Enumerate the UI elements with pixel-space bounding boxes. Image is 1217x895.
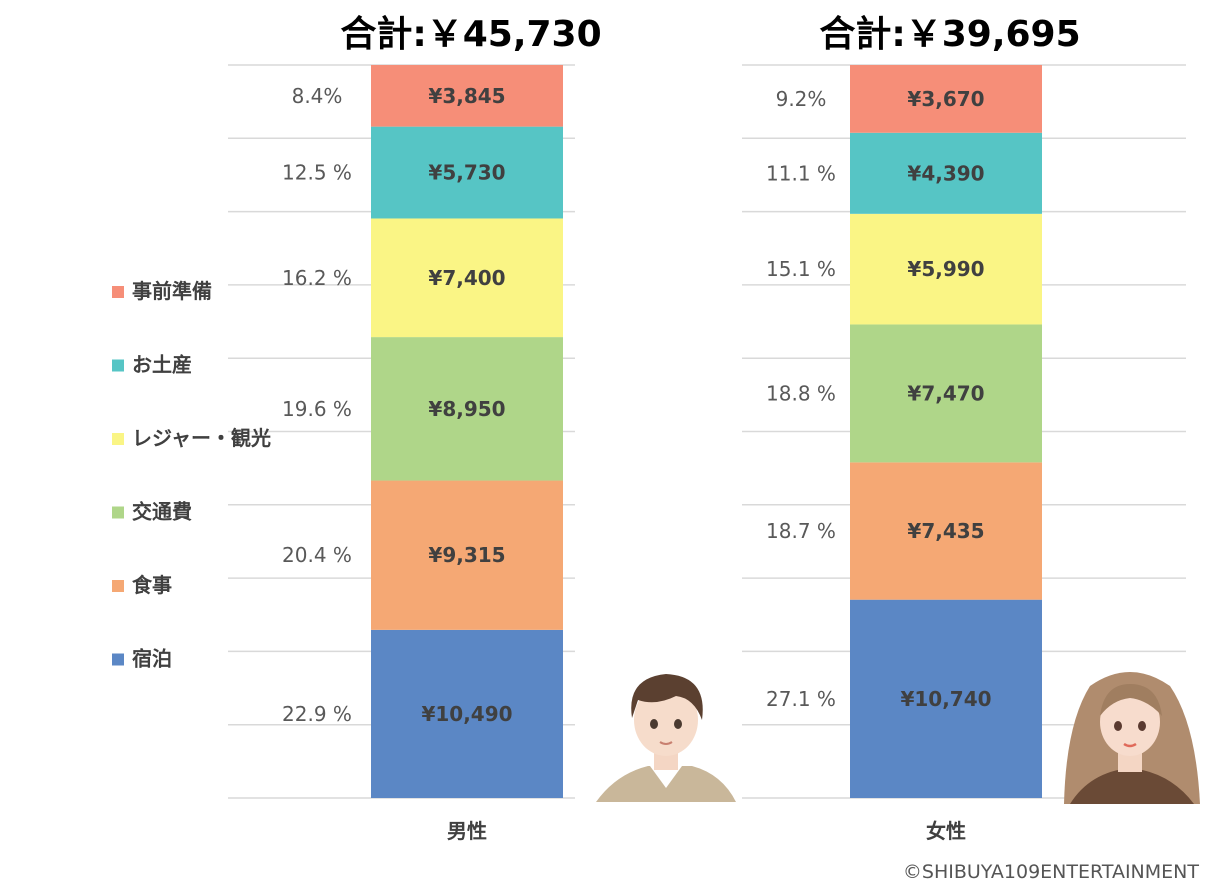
value-label: ¥8,950	[428, 397, 505, 421]
bar-segment	[371, 126, 563, 219]
bar-segment	[850, 599, 1042, 798]
percent-label: 27.1 %	[766, 687, 836, 711]
legend-swatch	[112, 580, 124, 592]
legend-label: 宿泊	[132, 647, 172, 671]
bar-segment	[850, 132, 1042, 214]
value-label: ¥10,740	[900, 687, 991, 711]
bar-segment	[371, 65, 563, 127]
legend-swatch	[112, 506, 124, 519]
percent-label: 18.7 %	[766, 519, 836, 543]
legend-swatch	[112, 286, 124, 298]
percent-label: 11.1 %	[766, 161, 836, 185]
female-character-icon	[1064, 672, 1200, 804]
percent-label: 20.4 %	[282, 543, 352, 567]
value-label: ¥10,490	[421, 702, 512, 726]
bar-segment	[850, 462, 1042, 600]
value-label: ¥3,670	[907, 87, 984, 111]
legend-label: 交通費	[132, 500, 192, 524]
value-label: ¥7,470	[907, 381, 984, 405]
bar-segment	[371, 629, 563, 798]
value-label: ¥7,400	[428, 266, 505, 290]
value-label: ¥3,845	[428, 84, 505, 108]
percent-label: 19.6 %	[282, 397, 352, 421]
total-label: 合計:￥39,695	[819, 14, 1080, 55]
bar-segment	[850, 324, 1042, 463]
legend-swatch	[112, 359, 124, 372]
percent-label: 8.4%	[292, 84, 343, 108]
bars	[371, 65, 1042, 798]
legend-label: 食事	[132, 573, 172, 597]
category-label: 女性	[926, 819, 966, 843]
total-label: 合計:￥45,730	[340, 14, 601, 55]
bar-segment	[850, 65, 1042, 133]
percent-label: 9.2%	[776, 87, 827, 111]
male-character-icon	[596, 674, 736, 802]
bar-segment	[371, 218, 563, 338]
legend-label: 事前準備	[132, 279, 212, 303]
percent-label: 22.9 %	[282, 702, 352, 726]
value-label: ¥7,435	[907, 519, 984, 543]
value-label: ¥4,390	[907, 161, 984, 185]
percent-label: 16.2 %	[282, 266, 352, 290]
bar-segment	[850, 213, 1042, 325]
percent-label: 15.1 %	[766, 257, 836, 281]
legend-label: お土産	[132, 353, 192, 377]
bar-segment	[371, 337, 563, 481]
bar-segment	[371, 480, 563, 630]
value-label: ¥9,315	[428, 543, 505, 567]
legend-swatch	[112, 433, 124, 445]
percent-label: 12.5 %	[282, 161, 352, 185]
copyright-credit: ©SHIBUYA109ENTERTAINMENT	[902, 861, 1199, 883]
value-label: ¥5,990	[907, 257, 984, 281]
category-label: 男性	[447, 819, 487, 843]
value-label: ¥5,730	[428, 161, 505, 185]
legend-label: レジャー・観光	[132, 426, 271, 450]
data-labels: ¥10,490 22.9 % ¥9,315 20.4 % ¥8,950 19.6 % ¥7,…	[282, 14, 1081, 843]
legend-swatch	[112, 653, 124, 666]
percent-label: 18.8 %	[766, 381, 836, 405]
